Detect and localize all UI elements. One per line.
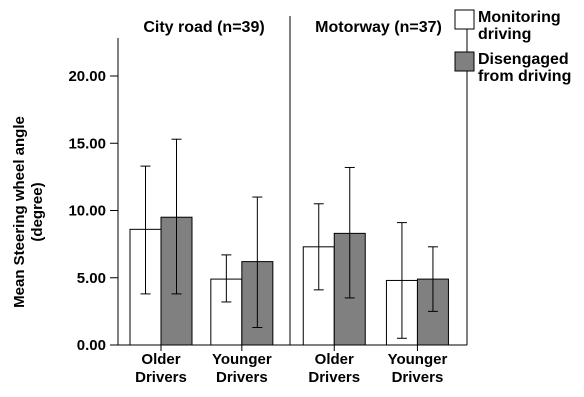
panel-title: City road (n=39) [143,19,264,36]
panel-motorway: Motorway (n=37)OlderDriversYoungerDriver… [290,16,468,386]
y-tick-label: 0.00 [77,337,106,354]
y-tick-label: 15.00 [68,135,106,152]
x-category-label: Drivers [308,369,360,386]
panels: City road (n=39)OlderDriversYoungerDrive… [118,16,468,386]
legend-label: Disengaged [478,51,569,68]
x-category-label: Younger [212,351,272,368]
panel-title: Motorway (n=37) [315,19,442,36]
x-category-label: Older [141,351,180,368]
legend-label: driving [478,26,531,43]
y-axis-label-line: Mean Steering wheel angle [11,116,28,308]
y-tick-label: 20.00 [68,68,106,85]
x-category-label: Older [315,351,354,368]
y-axis-label: Mean Steering wheel angle (degree) [11,116,46,308]
y-tick-label: 5.00 [77,270,106,287]
axes: 0.00 5.00 10.00 15.00 20.00 Mean Steering whe… [11,38,119,354]
bar-monitoring [210,278,243,346]
legend-swatch-monitoring [454,9,475,30]
legend-label: from driving [478,68,571,85]
panel-city-road: City road (n=39)OlderDriversYoungerDrive… [118,16,291,386]
y-tick-label: 10.00 [68,203,106,220]
legend-label: Monitoring [478,9,561,26]
x-category-label: Drivers [216,369,268,386]
x-category-label: Younger [388,351,448,368]
x-category-label: Drivers [135,369,187,386]
x-category-label: Drivers [392,369,444,386]
legend-swatch-disengaged [454,51,475,72]
y-axis-label-line: (degree) [29,182,46,241]
